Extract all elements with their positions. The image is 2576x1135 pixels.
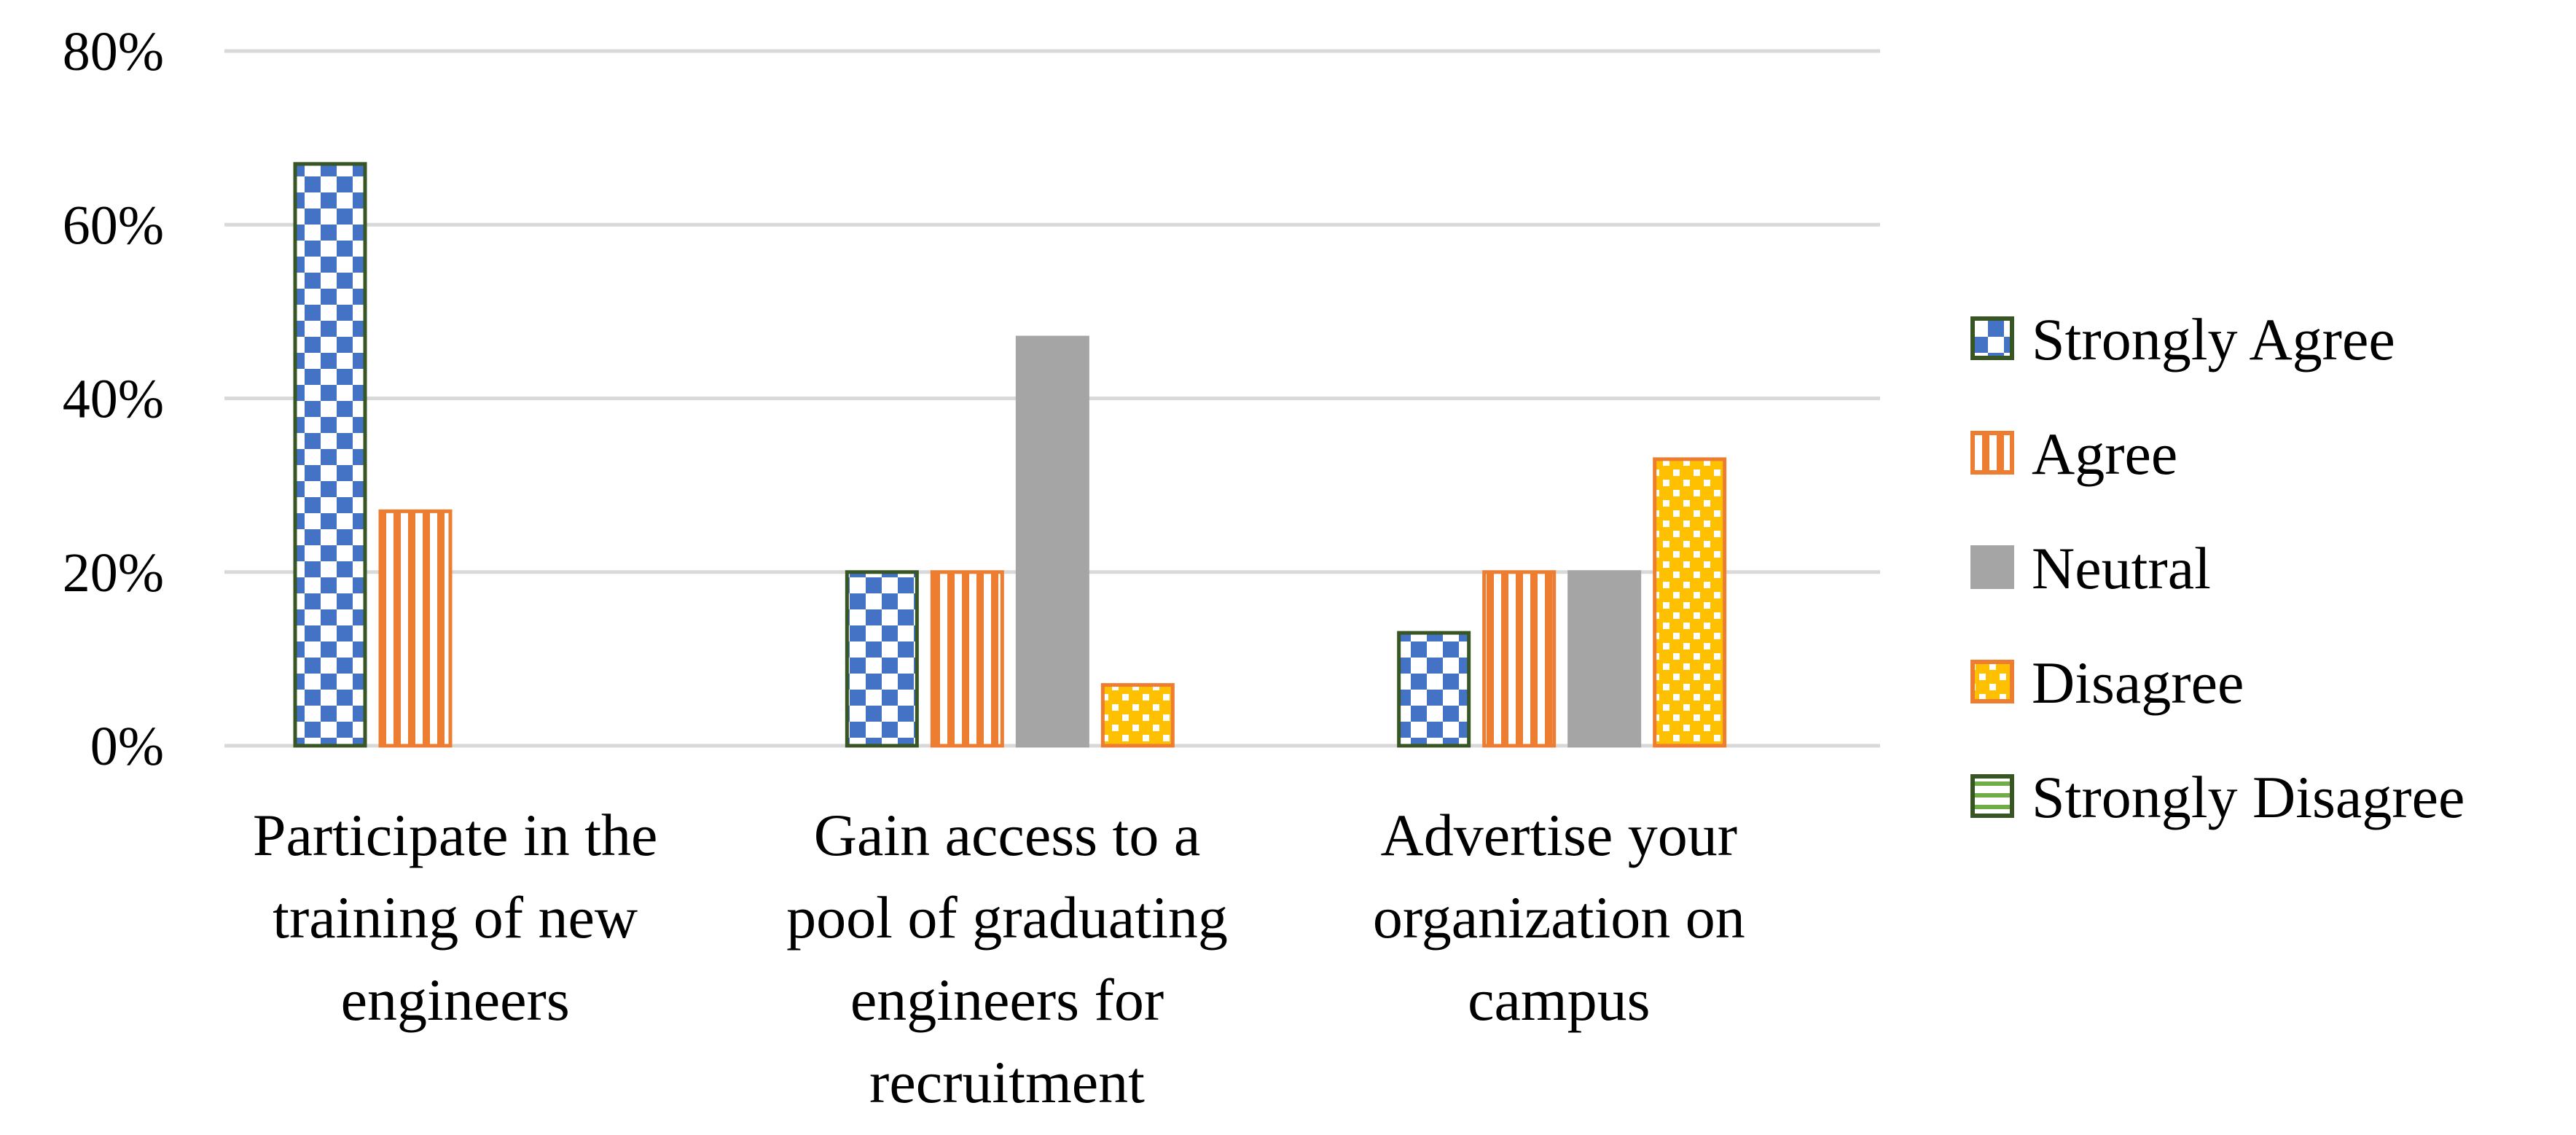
legend-label: Strongly Agree <box>2032 306 2395 373</box>
bar-neutral <box>1567 570 1642 748</box>
legend-swatch <box>1970 431 2014 475</box>
bar-agree <box>1482 570 1557 748</box>
bars <box>293 162 1727 748</box>
bar-agree <box>930 570 1004 748</box>
legend-label: Disagree <box>2032 650 2244 716</box>
legend-swatch <box>1970 545 2014 589</box>
legend-label: Agree <box>2032 421 2177 487</box>
legend: Strongly Agree Agree Neutral Disagree Strong… <box>1970 306 2465 830</box>
y-tick-label: 40% <box>63 369 164 430</box>
legend-label: Strongly Disagree <box>2032 764 2465 830</box>
bar-strongly-agree <box>845 570 919 748</box>
bar-disagree <box>1653 457 1727 748</box>
y-axis: 0% 20% 40% 60% 80% <box>63 21 164 777</box>
y-tick-label: 80% <box>63 21 164 82</box>
bar-strongly-agree <box>1397 631 1471 748</box>
y-tick-label: 0% <box>90 716 164 777</box>
bar-strongly-agree <box>293 162 367 748</box>
x-category-label: Participate in the training of new enginee… <box>253 802 658 1033</box>
y-tick-label: 20% <box>63 542 164 604</box>
legend-swatch <box>1970 774 2014 818</box>
x-axis: Participate in the training of new enginee… <box>253 802 1745 1115</box>
x-category-label: Gain access to a pool of graduating engine… <box>786 802 1228 1115</box>
legend-swatch <box>1970 660 2014 703</box>
legend-swatch <box>1970 316 2014 360</box>
bar-disagree <box>1100 683 1175 748</box>
y-tick-label: 60% <box>63 195 164 256</box>
x-category-label: Advertise your organization on campus <box>1373 802 1745 1033</box>
legend-label: Neutral <box>2032 535 2211 601</box>
bar-neutral <box>1015 335 1089 748</box>
bar-agree <box>378 509 453 748</box>
